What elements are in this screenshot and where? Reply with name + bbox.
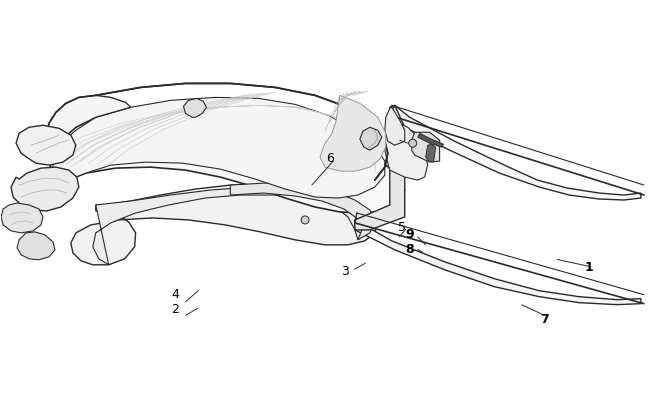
Circle shape [409, 140, 417, 148]
Polygon shape [11, 168, 79, 211]
Polygon shape [71, 183, 378, 265]
Text: 7: 7 [540, 312, 549, 325]
Polygon shape [53, 98, 385, 198]
Text: 5: 5 [398, 221, 406, 234]
Polygon shape [355, 106, 405, 230]
Polygon shape [230, 183, 375, 240]
Text: 8: 8 [406, 243, 414, 256]
Polygon shape [17, 232, 55, 260]
Text: 1: 1 [585, 261, 593, 274]
Polygon shape [390, 106, 641, 200]
Polygon shape [411, 133, 439, 163]
Polygon shape [426, 145, 436, 163]
Polygon shape [385, 123, 428, 181]
Polygon shape [1, 203, 43, 233]
Text: 9: 9 [406, 228, 414, 241]
Polygon shape [93, 188, 370, 265]
Polygon shape [360, 128, 382, 151]
Text: 6: 6 [326, 151, 334, 164]
Text: 2: 2 [172, 303, 179, 315]
Text: 4: 4 [172, 288, 179, 301]
Polygon shape [48, 109, 405, 213]
Polygon shape [16, 126, 76, 166]
Circle shape [301, 216, 309, 224]
Polygon shape [47, 96, 131, 156]
Polygon shape [320, 96, 386, 172]
Polygon shape [385, 108, 405, 146]
Polygon shape [183, 99, 207, 118]
Polygon shape [418, 134, 443, 148]
Text: 3: 3 [341, 264, 349, 277]
Polygon shape [355, 220, 641, 305]
